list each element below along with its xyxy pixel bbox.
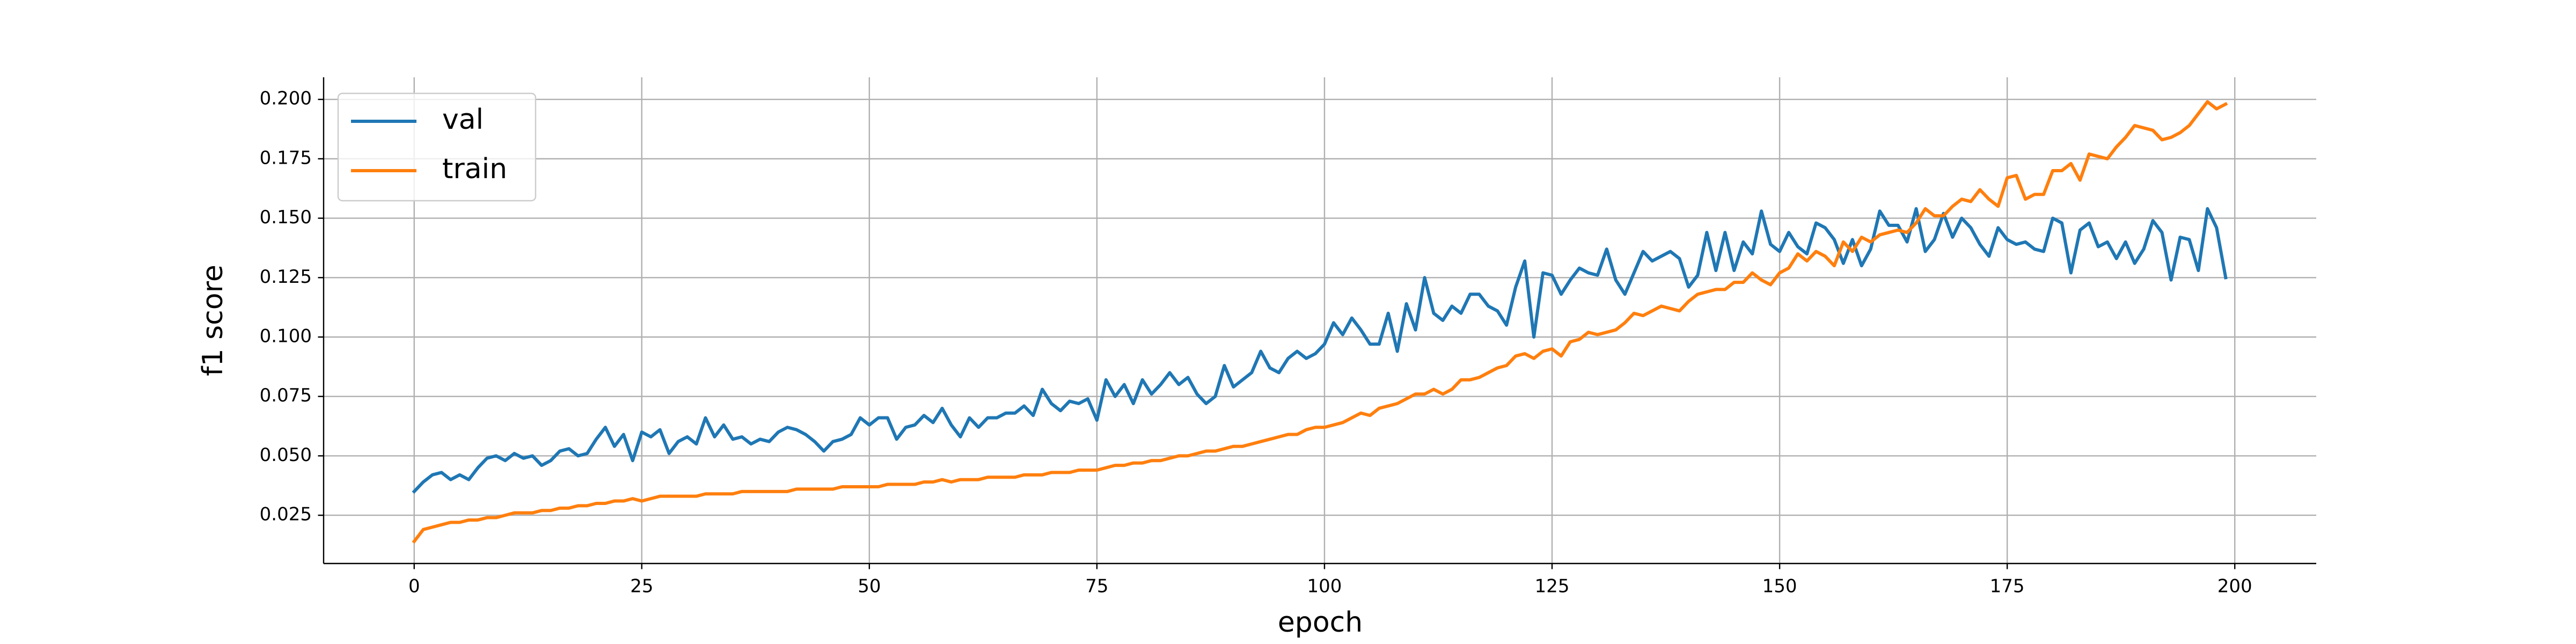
x-tick-label: 150 (1762, 576, 1797, 597)
y-tick-label: 0.050 (260, 444, 312, 466)
x-tick-label: 100 (1307, 576, 1342, 597)
y-tick-label: 0.100 (260, 325, 312, 347)
legend-label: val (442, 104, 484, 136)
x-tick-label: 75 (1085, 576, 1108, 597)
x-tick-label: 175 (1990, 576, 2025, 597)
x-axis-label: epoch (1278, 606, 1363, 639)
y-tick-label: 0.025 (260, 504, 312, 525)
x-tick-label: 0 (408, 576, 420, 597)
y-tick-label: 0.075 (260, 385, 312, 406)
x-tick-label: 125 (1535, 576, 1570, 597)
y-tick-label: 0.150 (260, 207, 312, 228)
series-line (412, 207, 2228, 494)
y-tick-label: 0.175 (260, 147, 312, 169)
series-line (412, 100, 2228, 544)
y-tick-label: 0.125 (260, 266, 312, 288)
legend-label: train (442, 153, 507, 185)
x-tick-label: 200 (2218, 576, 2252, 597)
x-tick-label: 25 (630, 576, 653, 597)
y-tick-label: 0.200 (260, 88, 312, 109)
legend: val train (337, 92, 537, 202)
y-axis-label: f1 score (197, 265, 229, 376)
x-tick-label: 50 (858, 576, 881, 597)
